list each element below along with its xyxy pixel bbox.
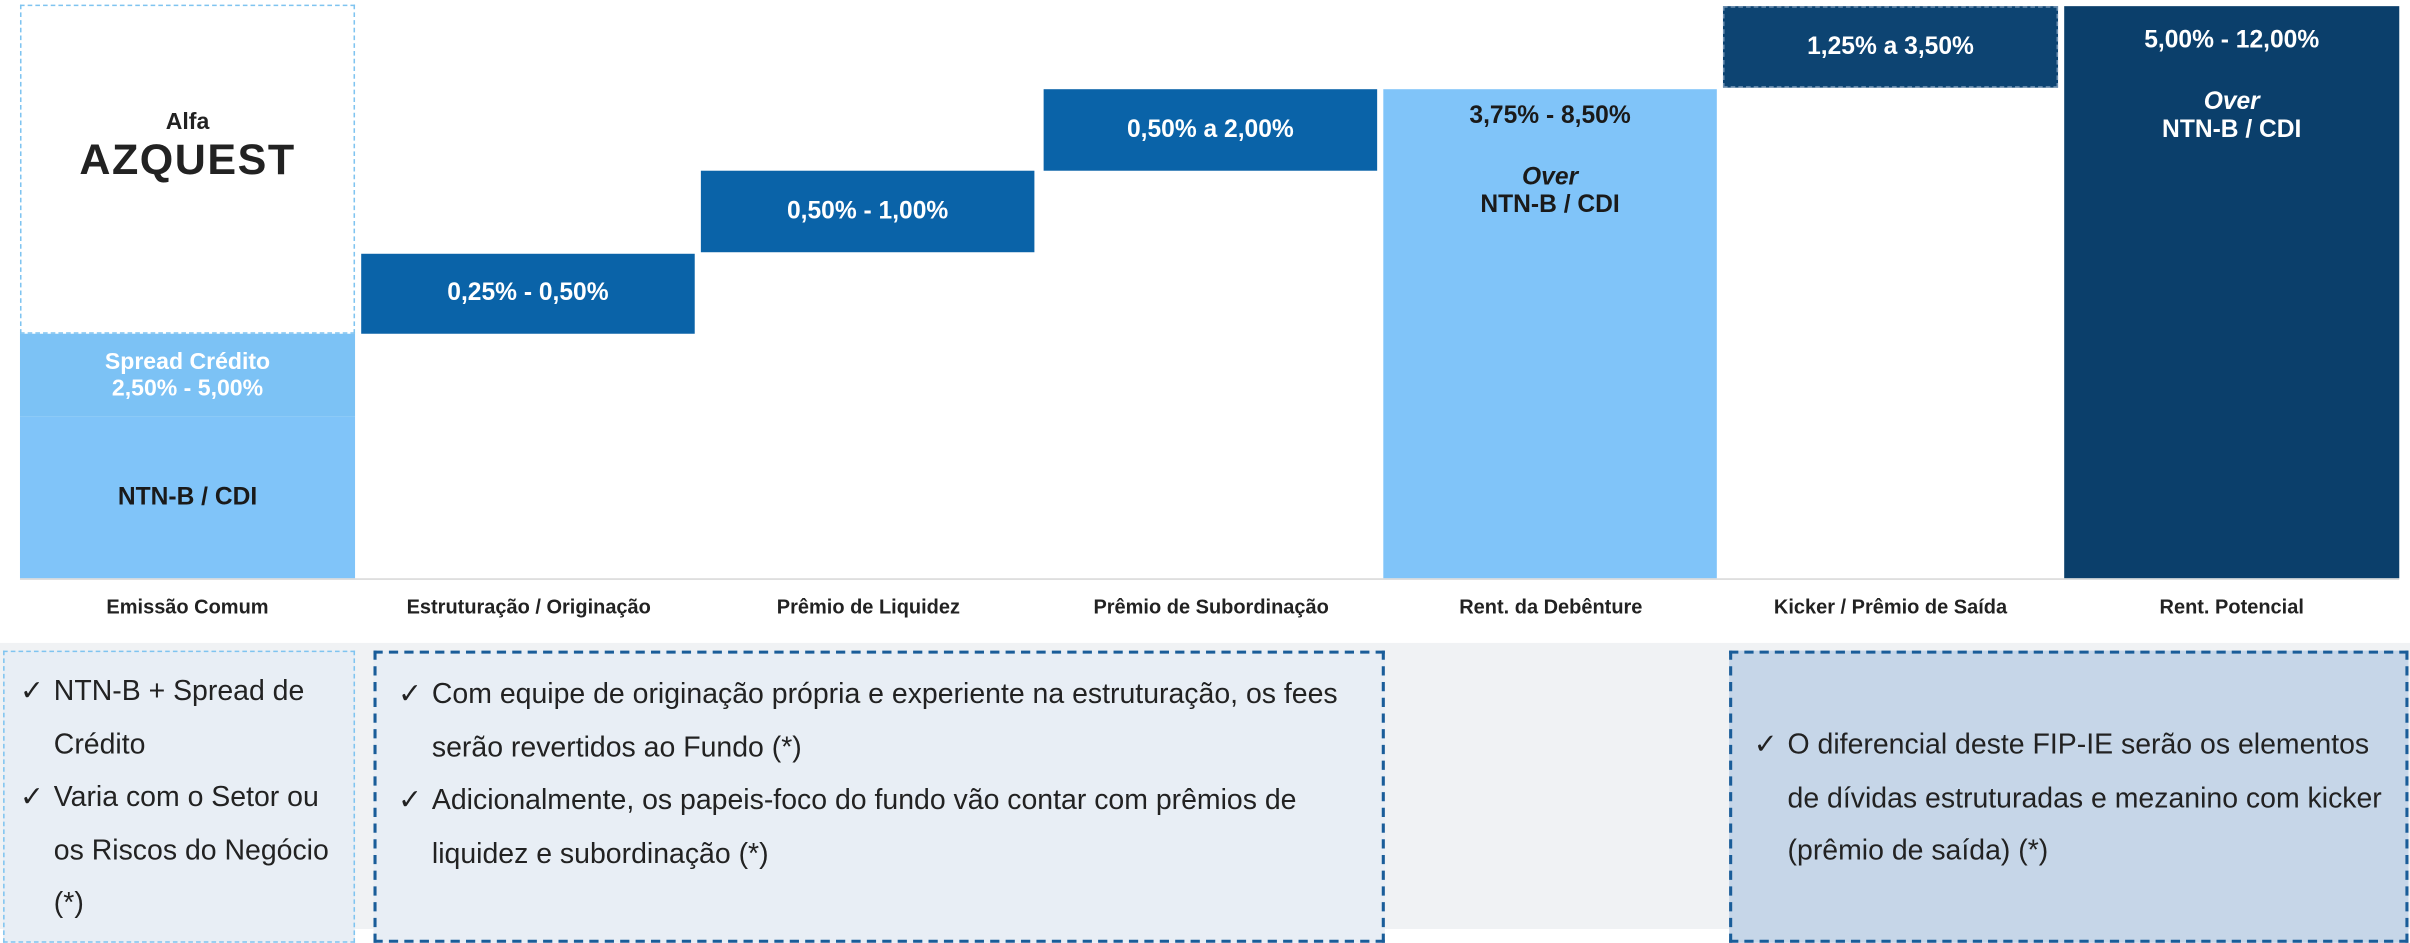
base-box: NTN-B / CDI <box>19 416 356 579</box>
over-text: Over <box>1522 164 1579 191</box>
base-text: NTN-B / CDI <box>117 483 258 510</box>
value-text: 5,00% - 12,00% <box>2144 27 2320 54</box>
note-box: Com equipe de originação própria e exper… <box>373 650 1385 943</box>
note-item: O diferencial deste FIP-IE serão os elem… <box>1754 718 2391 877</box>
potential-box: 5,00% - 12,00% Over NTN-B / CDI <box>2064 6 2400 579</box>
note-item: NTN-B + Spread de Crédito <box>20 664 338 770</box>
spread-box: Spread Crédito 2,50% - 5,00% <box>19 333 356 417</box>
column-label: Kicker / Prêmio de Saída <box>1773 595 2008 619</box>
note-box: NTN-B + Spread de Crédito Varia com o Se… <box>3 650 356 943</box>
over-text: Over <box>2203 89 2260 116</box>
spread-value: 2,50% - 5,00% <box>111 375 264 402</box>
logo: Alfa AZQUEST <box>19 4 356 334</box>
base-text: NTN-B / CDI <box>1480 192 1620 219</box>
value-text: 0,50% - 1,00% <box>786 197 949 224</box>
value-text: 1,25% a 3,50% <box>1807 33 1974 60</box>
column-label: Rent. da Debênture <box>1459 595 1643 619</box>
logo-name: AZQUEST <box>79 134 296 183</box>
debenture-box: 3,75% - 8,50% Over NTN-B / CDI <box>1383 89 1717 579</box>
spread-title: Spread Crédito <box>104 349 271 376</box>
logo-top: Alfa <box>165 108 210 135</box>
note-item: Varia com o Setor ou os Riscos do Negóci… <box>20 771 338 930</box>
column-label: Estruturação / Originação <box>406 595 651 619</box>
column-label: Prêmio de Subordinação <box>1093 595 1329 619</box>
value-box: 0,50% a 2,00% <box>1043 89 1378 171</box>
kicker-box: 1,25% a 3,50% <box>1722 6 2059 88</box>
value-box: 0,50% - 1,00% <box>700 170 1035 253</box>
column-label: Rent. Potencial <box>2159 595 2304 619</box>
value-box: 0,25% - 0,50% <box>361 253 695 334</box>
value-text: 0,50% a 2,00% <box>1126 116 1294 143</box>
note-item: Com equipe de originação própria e exper… <box>398 667 1366 773</box>
column-label: Prêmio de Liquidez <box>776 595 961 619</box>
column-label: Emissão Comum <box>106 595 269 619</box>
note-item: Adicionalmente, os papeis-foco do fundo … <box>398 774 1366 880</box>
note-box: O diferencial deste FIP-IE serão os elem… <box>1729 650 2409 943</box>
value-text: 0,25% - 0,50% <box>447 279 609 307</box>
base-text: NTN-B / CDI <box>2162 116 2302 144</box>
baseline <box>19 578 2400 580</box>
value-text: 3,75% - 8,50% <box>1469 103 1631 130</box>
